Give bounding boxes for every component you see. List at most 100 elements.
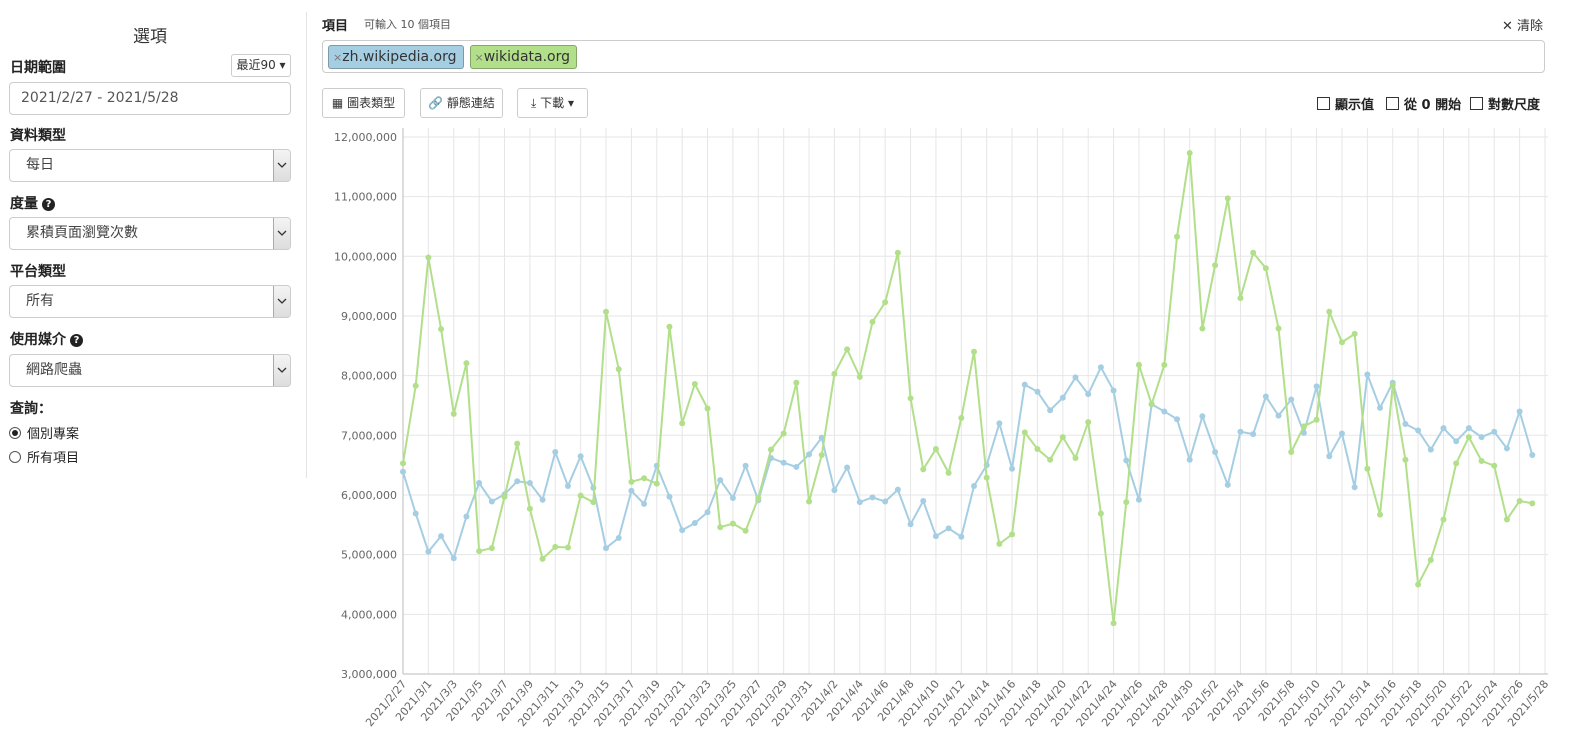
data-point <box>1313 383 1320 390</box>
items-label: 項目 <box>322 19 349 34</box>
item-tag[interactable]: ×zh.wikipedia.org <box>328 45 464 69</box>
data-point <box>1364 371 1371 378</box>
data-point <box>691 380 698 387</box>
data-point <box>932 446 939 453</box>
data-point <box>539 555 546 562</box>
select-arrow <box>273 150 290 181</box>
data-point <box>1250 249 1257 256</box>
query-option[interactable]: 個別專案 <box>9 423 79 442</box>
y-tick-label: 4,000,000 <box>341 608 397 621</box>
data-point <box>1199 325 1206 332</box>
divider <box>306 12 307 478</box>
data-point <box>1047 456 1054 463</box>
data-point <box>882 498 889 505</box>
data-point <box>1123 457 1130 464</box>
data-point <box>400 468 406 475</box>
data-point <box>1034 446 1041 453</box>
data-point <box>1465 425 1472 432</box>
platform-select[interactable]: 所有 <box>9 285 291 318</box>
query-option[interactable]: 所有項目 <box>9 447 79 466</box>
help-icon[interactable]: ? <box>42 198 55 211</box>
metric-select[interactable]: 累積頁面瀏覽次數 <box>9 217 291 250</box>
data-point <box>818 452 825 459</box>
data-point <box>894 249 901 256</box>
data-point <box>564 483 571 490</box>
date-range-input[interactable]: 2021/2/27 - 2021/5/28 <box>9 82 291 115</box>
data-point <box>425 254 432 261</box>
data-point <box>767 446 774 453</box>
data-point <box>1440 425 1447 432</box>
permalink-button[interactable]: 🔗 靜態連結 <box>420 88 503 118</box>
agent-select[interactable]: 網路爬蟲 <box>9 354 291 387</box>
checkbox-text: 從 0 開始 <box>1404 98 1462 113</box>
tag-remove[interactable]: × <box>333 51 343 64</box>
data-type-select[interactable]: 每日 <box>9 149 291 182</box>
data-point <box>679 420 686 427</box>
data-point <box>907 395 914 402</box>
checkbox[interactable]: 對數尺度 <box>1470 94 1540 113</box>
data-point <box>1491 428 1498 435</box>
data-point <box>628 478 635 485</box>
platform-value: 所有 <box>26 293 54 309</box>
checkbox-text: 顯示值 <box>1335 98 1375 113</box>
help-icon[interactable]: ? <box>70 334 83 347</box>
chart-type-button[interactable]: ▦ 圖表類型 <box>322 88 405 118</box>
data-point <box>488 545 495 552</box>
data-point <box>1047 407 1054 414</box>
data-point <box>552 449 559 456</box>
data-point <box>1085 391 1092 398</box>
data-point <box>564 544 571 551</box>
data-point <box>666 323 673 330</box>
date-range-value: 2021/2/27 - 2021/5/28 <box>21 90 179 106</box>
y-tick-label: 7,000,000 <box>341 429 397 442</box>
data-point <box>869 494 876 501</box>
data-point <box>1377 404 1384 411</box>
data-point <box>1262 265 1269 272</box>
date-preset-button[interactable]: 最近90 ▾ <box>231 54 291 77</box>
data-point <box>476 548 483 555</box>
query-label: 查詢： <box>10 401 52 417</box>
clear-button[interactable]: ✕ 清除 <box>1502 19 1544 34</box>
data-point <box>425 548 432 555</box>
y-tick-label: 10,000,000 <box>334 250 397 263</box>
tag-remove[interactable]: × <box>474 51 484 64</box>
data-point <box>1148 401 1155 408</box>
data-point <box>882 299 889 306</box>
data-point <box>1250 431 1257 438</box>
sidebar-title: 選項 <box>133 27 167 47</box>
tag-list: ×zh.wikipedia.org ×wikidata.org <box>328 45 578 69</box>
data-point <box>1415 427 1422 434</box>
checkbox[interactable]: 顯示值 <box>1317 94 1374 113</box>
data-point <box>920 466 927 473</box>
y-tick-label: 11,000,000 <box>334 191 397 204</box>
data-point <box>983 474 990 481</box>
checkbox[interactable]: 從 0 開始 <box>1386 94 1461 113</box>
data-point <box>463 360 470 367</box>
items-input[interactable]: ×zh.wikipedia.org ×wikidata.org <box>322 40 1545 73</box>
agent-label: 使用媒介? <box>10 329 83 349</box>
data-point <box>1338 430 1345 437</box>
item-tag[interactable]: ×wikidata.org <box>469 45 578 69</box>
select-arrow <box>273 218 290 249</box>
data-point <box>996 540 1003 547</box>
data-point <box>1377 511 1384 518</box>
data-point <box>1453 460 1460 467</box>
agent-label-text: 使用媒介 <box>10 332 66 348</box>
data-point <box>615 534 622 541</box>
data-point <box>1186 150 1193 157</box>
query-option-text: 個別專案 <box>27 427 80 442</box>
series-line <box>402 152 1533 624</box>
data-point <box>780 430 787 437</box>
tag-text: zh.wikipedia.org <box>342 49 457 65</box>
data-point <box>539 496 546 503</box>
data-point <box>1300 423 1307 430</box>
agent-value: 網路爬蟲 <box>26 362 82 378</box>
data-point <box>1021 429 1028 436</box>
data-point <box>641 475 648 482</box>
data-point <box>717 524 724 531</box>
data-point <box>844 346 851 353</box>
data-point <box>1034 388 1041 395</box>
data-type-label: 資料類型 <box>10 128 66 144</box>
download-button[interactable]: ⤓ 下載 ▾ <box>517 88 588 118</box>
